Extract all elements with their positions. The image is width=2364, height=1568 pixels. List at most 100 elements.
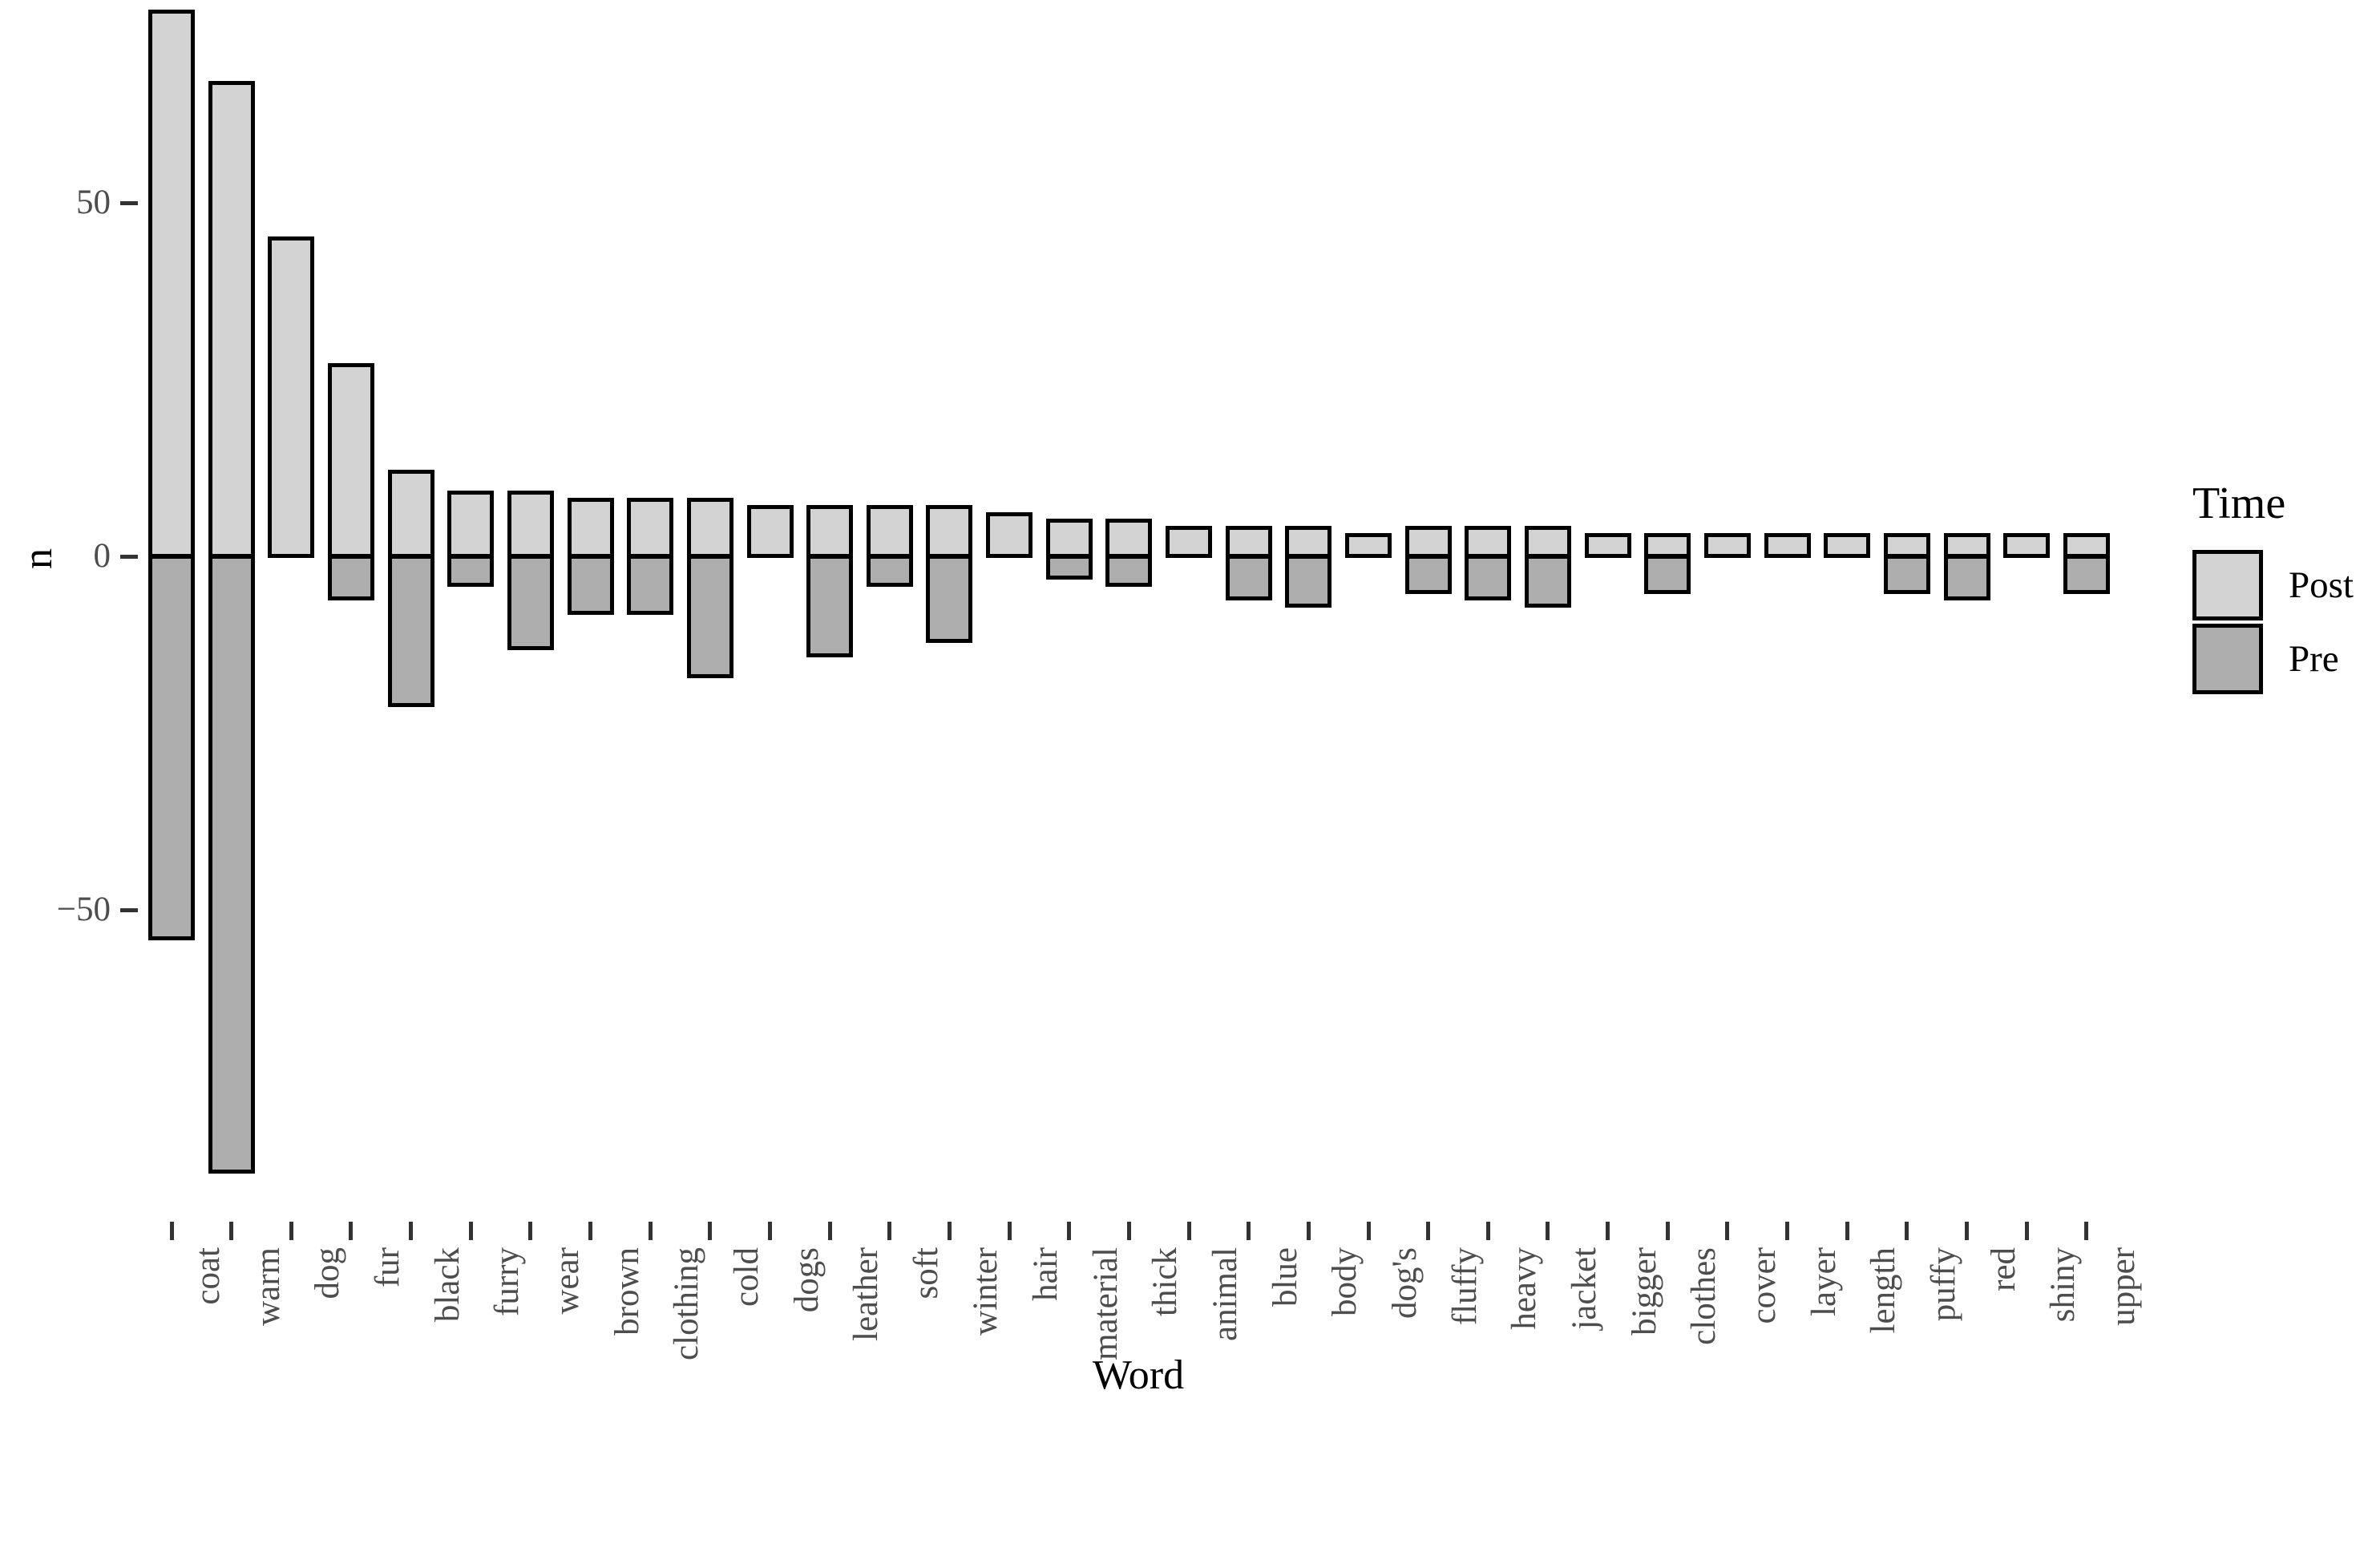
bar-post-cover (1703, 533, 1751, 559)
x-tick-label-black: black (428, 1247, 467, 1323)
x-tick-mark (1546, 1222, 1550, 1240)
x-tick-mark (1845, 1222, 1849, 1240)
bar-post-hair (986, 511, 1033, 559)
bar-post-leather (806, 504, 854, 559)
bar-pre-fluffy (1404, 554, 1452, 594)
x-tick-label-furry: furry (488, 1247, 527, 1316)
bar-post-soft (866, 504, 913, 559)
bar-post-body (1285, 526, 1332, 559)
legend: Time Post Pre (2192, 479, 2354, 697)
x-tick-label-winter: winter (967, 1247, 1005, 1336)
x-tick-mark (289, 1222, 293, 1240)
legend-title: Time (2192, 479, 2286, 528)
x-tick-mark (1426, 1222, 1431, 1240)
x-tick-label-dogs: dogs (787, 1247, 826, 1313)
x-tick-label-clothing: clothing (668, 1247, 706, 1360)
bar-post-furry (447, 491, 495, 559)
x-tick-label-dog's: dog's (1386, 1247, 1424, 1319)
x-tick-label-heavy: heavy (1505, 1247, 1544, 1330)
x-tick-mark (708, 1222, 713, 1240)
bar-pre-clothes (1644, 554, 1691, 594)
x-tick-label-thick: thick (1146, 1247, 1185, 1316)
x-tick-mark (229, 1222, 234, 1240)
bar-post-dog (268, 236, 315, 559)
y-tick-mark (120, 554, 138, 559)
bar-pre-heavy (1465, 554, 1512, 601)
bar-post-warm (208, 80, 255, 559)
x-tick-mark (1725, 1222, 1730, 1240)
bar-post-jacket (1524, 526, 1571, 559)
diverging-bar-chart: n 50 0 −50 coat warm dog fur black furry wear brow… (15, 10, 2354, 1398)
x-tick-label-cover: cover (1744, 1247, 1783, 1324)
x-tick-label-puffy: puffy (1924, 1247, 1962, 1322)
legend-entry-pre: Pre (2192, 624, 2354, 694)
y-tick-mark (120, 907, 138, 912)
x-tick-label-red: red (1984, 1247, 2023, 1291)
bar-post-blue (1225, 526, 1272, 559)
legend-label-post: Post (2289, 564, 2354, 606)
x-tick-label-animal: animal (1206, 1247, 1245, 1342)
x-axis-title: Word (1092, 1352, 1185, 1398)
bar-post-winter (926, 504, 973, 559)
x-tick-mark (1606, 1222, 1610, 1240)
bar-post-bigger (1584, 533, 1631, 559)
x-tick-mark (1785, 1222, 1790, 1240)
x-tick-mark (1306, 1222, 1311, 1240)
bar-pre-brown (567, 554, 614, 616)
bar-post-shiny (2003, 533, 2051, 559)
bar-post-clothes (1644, 533, 1691, 559)
x-tick-mark (827, 1222, 832, 1240)
bar-post-cold (686, 497, 733, 559)
x-tick-label-clothes: clothes (1685, 1247, 1723, 1345)
x-tick-mark (2084, 1222, 2089, 1240)
x-tick-mark (1007, 1222, 1012, 1240)
y-tick-label-50: 50 (76, 184, 111, 221)
bar-pre-leather (806, 554, 854, 657)
bar-pre-material (1045, 554, 1093, 580)
x-tick-label-shiny: shiny (2044, 1247, 2083, 1323)
x-tick-label-fur: fur (368, 1247, 406, 1288)
y-tick-label-0: 0 (93, 537, 111, 575)
x-tick-mark (2024, 1222, 2029, 1240)
x-tick-mark (887, 1222, 892, 1240)
x-tick-label-fluffy: fluffy (1445, 1247, 1484, 1326)
bar-pre-coat (148, 554, 195, 940)
bar-post-heavy (1465, 526, 1512, 559)
bar-post-dog's (1345, 533, 1392, 559)
x-tick-mark (1126, 1222, 1131, 1240)
bar-post-fluffy (1404, 526, 1452, 559)
x-tick-label-brown: brown (608, 1247, 646, 1336)
bar-post-fur (327, 363, 374, 559)
x-tick-mark (169, 1222, 174, 1240)
bar-pre-black (387, 554, 434, 707)
bar-pre-fur (327, 554, 374, 601)
x-tick-label-length: length (1865, 1247, 1903, 1334)
bar-pre-cold (686, 554, 733, 679)
legend-label-pre: Pre (2289, 638, 2339, 680)
bar-pre-thick (1105, 554, 1153, 587)
x-tick-label-upper: upper (2103, 1247, 2142, 1326)
x-tick-label-layer: layer (1804, 1247, 1843, 1316)
bar-pre-furry (447, 554, 495, 587)
x-tick-mark (528, 1222, 533, 1240)
x-tick-label-jacket: jacket (1565, 1247, 1603, 1330)
x-tick-mark (648, 1222, 653, 1240)
bar-pre-winter (926, 554, 973, 644)
bar-pre-body (1285, 554, 1332, 608)
x-tick-label-cold: cold (727, 1247, 766, 1307)
bar-post-brown (567, 497, 614, 559)
x-tick-mark (349, 1222, 354, 1240)
bar-post-thick (1105, 519, 1153, 559)
x-tick-label-leather: leather (847, 1247, 886, 1341)
legend-swatch-pre-icon (2192, 624, 2263, 694)
legend-items: Post Pre (2192, 550, 2354, 694)
x-tick-label-blue: blue (1266, 1247, 1304, 1307)
x-tick-mark (1366, 1222, 1371, 1240)
bar-post-material (1045, 519, 1093, 559)
bar-pre-red (1943, 554, 1990, 601)
x-tick-mark (947, 1222, 952, 1240)
bar-pre-clothing (627, 554, 674, 616)
x-tick-label-material: material (1086, 1247, 1125, 1360)
bar-pre-blue (1225, 554, 1272, 601)
x-tick-mark (1247, 1222, 1251, 1240)
